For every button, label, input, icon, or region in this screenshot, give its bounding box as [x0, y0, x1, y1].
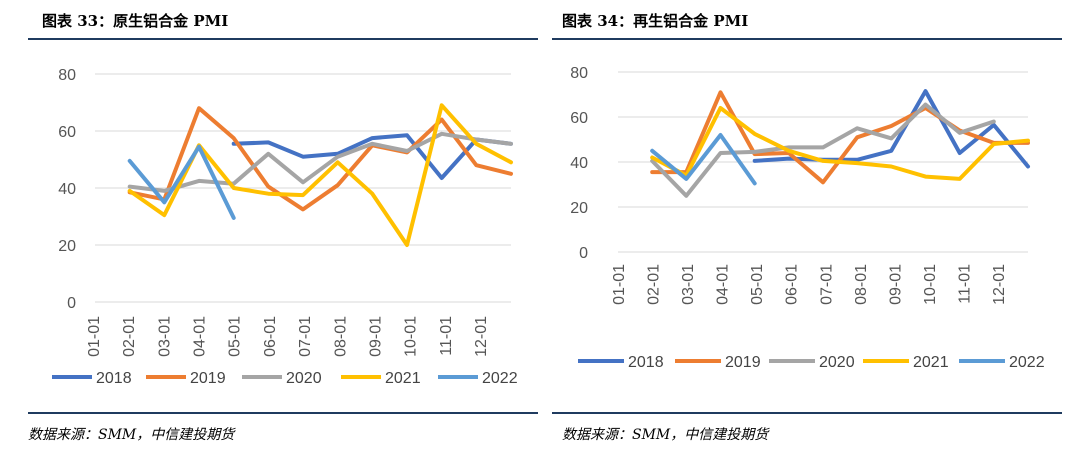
- x-tick-label: 05-01: [749, 264, 766, 305]
- series-line-2021: [650, 106, 1030, 181]
- x-tick-label: 04-01: [192, 316, 209, 357]
- x-tick-label: 11-01: [438, 316, 455, 356]
- x-tick-label: 07-01: [297, 316, 314, 357]
- figure-title: 图表 33：原生铝合金 PMI: [42, 12, 229, 30]
- legend-label: 2021: [385, 370, 421, 387]
- series-line-2020: [650, 102, 996, 198]
- chart-panel-left: 图表 33：原生铝合金 PMI 0 20 40 60 80 01-01 02-01 03-01…: [28, 12, 538, 443]
- x-tick-label: 07-01: [818, 264, 835, 305]
- y-tick-label: 60: [58, 124, 76, 141]
- y-tick-label: 0: [67, 295, 76, 312]
- series-line-2020: [127, 131, 513, 193]
- y-tick-label: 20: [570, 200, 588, 217]
- source-note: 数据来源：SMM，中信建投期货: [562, 427, 769, 443]
- y-tick-label: 60: [570, 110, 588, 127]
- legend-label: 2018: [96, 370, 132, 387]
- x-tick-label: 01-01: [86, 316, 103, 357]
- x-tick-label: 08-01: [853, 264, 870, 305]
- x-tick-label: 09-01: [887, 264, 904, 305]
- x-tick-label: 10-01: [922, 264, 939, 305]
- x-tick-label: 08-01: [332, 316, 349, 357]
- chart-panel-right: 图表 34：再生铝合金 PMI 0 20 40 60 80 01-01 02-01 03-01…: [540, 0, 1080, 449]
- y-tick-label: 20: [58, 238, 76, 255]
- x-tick-label: 09-01: [367, 316, 384, 357]
- x-tick-label: 12-01: [991, 264, 1008, 305]
- x-tick-label: 12-01: [473, 316, 490, 357]
- x-tick-label: 06-01: [784, 264, 801, 305]
- pmi-chart-recycled: 0 20 40 60 80 01-01 02-01 03-01 04-01 05-01 06-01 0…: [570, 65, 1045, 371]
- title-rule: [552, 38, 1062, 40]
- legend-label: 2022: [1009, 354, 1045, 371]
- x-tick-label: 03-01: [680, 264, 697, 305]
- source-note: 数据来源：SMM，中信建投期货: [28, 427, 235, 443]
- x-tick-label: 11-01: [956, 264, 973, 304]
- legend-label: 2020: [819, 354, 855, 371]
- x-tick-label: 10-01: [403, 316, 420, 357]
- y-tick-label: 80: [570, 65, 588, 82]
- legend-label: 2021: [913, 354, 949, 371]
- x-tick-label: 02-01: [121, 316, 138, 357]
- series-line-2019: [127, 106, 513, 212]
- series-line-2022: [127, 144, 236, 220]
- x-tick-label: 05-01: [227, 316, 244, 357]
- footer-rule: [552, 412, 1062, 414]
- legend-label: 2022: [482, 370, 518, 387]
- x-tick-label: 06-01: [262, 316, 279, 357]
- x-tick-label: 02-01: [646, 264, 663, 305]
- footer-rule: [28, 412, 538, 414]
- legend-label: 2020: [286, 370, 322, 387]
- y-tick-label: 40: [58, 181, 76, 198]
- x-tick-label: 01-01: [611, 264, 628, 305]
- y-tick-label: 40: [570, 155, 588, 172]
- legend-label: 2019: [725, 354, 761, 371]
- title-rule: [28, 38, 538, 40]
- legend-label: 2018: [628, 354, 664, 371]
- pmi-chart-primary: 0 20 40 60 80 01-01 02-01 03-01 04-01 05-01 06-01 0…: [52, 67, 518, 387]
- series-line-2022: [650, 133, 757, 186]
- y-tick-label: 80: [58, 67, 76, 84]
- series-line-2018: [752, 89, 1030, 169]
- series-line-2021: [127, 103, 513, 247]
- figure-title: 图表 34：再生铝合金 PMI: [562, 12, 749, 30]
- x-tick-label: 03-01: [156, 316, 173, 357]
- legend-label: 2019: [190, 370, 226, 387]
- y-tick-label: 0: [579, 245, 588, 262]
- x-tick-label: 04-01: [715, 264, 732, 305]
